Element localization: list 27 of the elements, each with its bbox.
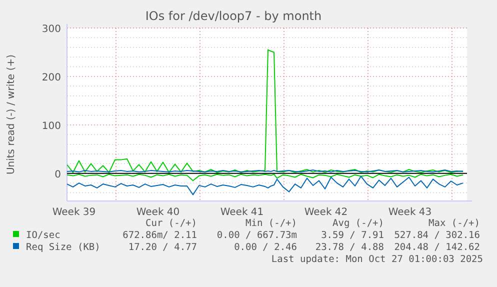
x-tick-label: Week 39 [52, 207, 96, 218]
x-tick-label: Week 41 [220, 207, 264, 218]
x-tick-label: Week 42 [304, 207, 348, 218]
chart-title: IOs for /dev/loop7 - by month [145, 9, 322, 23]
x-tick-label: Week 43 [388, 207, 432, 218]
text: Last update: Mon Oct 27 01:00:03 2025 [271, 254, 483, 265]
text: 527.84 / 302.16 [394, 230, 480, 241]
legend-label: IO/sec [26, 230, 60, 241]
text: Min (-/+) [246, 218, 297, 229]
text: Avg (-/+) [332, 218, 384, 229]
text: 23.78 / 4.88 [315, 242, 384, 253]
text: Max (-/+) [428, 218, 480, 229]
y-tick-label: 0 [54, 169, 61, 180]
text: 3.59 / 7.91 [321, 230, 384, 241]
text: 672.86m/ 2.11 [122, 230, 198, 241]
x-tick-label: Week 40 [136, 207, 180, 218]
y-axis-title: Units read (-) / write (+) [6, 54, 17, 175]
y-tick-label: 100 [42, 120, 61, 132]
line-series [67, 176, 464, 196]
text: 0.00 / 667.73m [216, 230, 298, 241]
y-tick-label: 300 [42, 24, 61, 35]
legend-label: Req Size (KB) [26, 242, 100, 253]
text: Cur (-/+) [146, 218, 197, 229]
text: 204.48 / 142.62 [394, 242, 480, 253]
text: 0.00 / 2.46 [234, 242, 298, 253]
y-tick-label: 200 [42, 72, 61, 84]
text: 17.20 / 4.77 [128, 242, 197, 253]
